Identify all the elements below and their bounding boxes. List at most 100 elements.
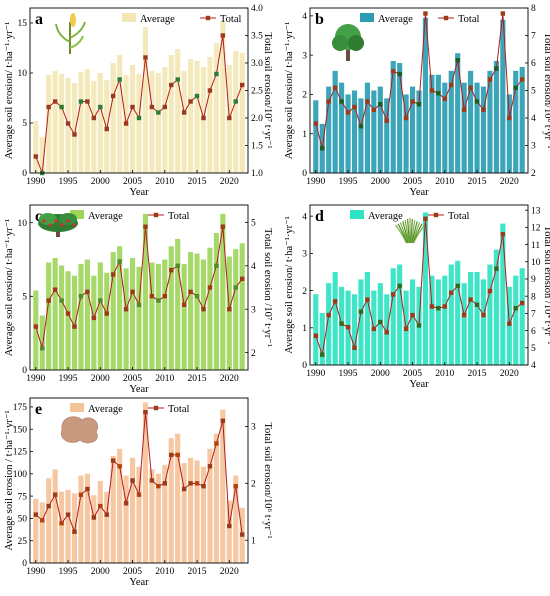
bar	[33, 290, 39, 370]
total-point	[98, 298, 103, 303]
bar	[110, 252, 116, 370]
total-point	[162, 481, 167, 486]
y-tick-label: 25	[18, 537, 28, 547]
y2-tick-label: 2.5	[251, 87, 263, 97]
y-tick-label: 2	[302, 91, 307, 101]
total-point	[85, 289, 90, 295]
x-tick-label: 1995	[59, 177, 78, 187]
total-point	[326, 99, 331, 104]
legend-marker-total	[153, 212, 159, 218]
bar	[409, 279, 416, 365]
total-point	[220, 33, 226, 38]
total-point	[455, 283, 460, 289]
total-point	[207, 88, 213, 93]
bar	[39, 137, 45, 173]
total-point	[449, 290, 454, 295]
bar	[319, 312, 325, 365]
bar	[104, 491, 110, 563]
total-point	[149, 104, 155, 110]
bar	[123, 475, 129, 563]
x-tick-label: 2000	[91, 177, 110, 187]
grass-icon	[395, 217, 425, 244]
bar	[149, 262, 155, 370]
bar	[220, 409, 226, 563]
bar	[39, 502, 45, 563]
x-tick-label: 2020	[220, 567, 239, 577]
x-tick-label: 1990	[306, 369, 325, 379]
bar	[461, 82, 467, 173]
x-tick-label: 1995	[59, 374, 78, 384]
x-tick-label: 1990	[26, 567, 45, 577]
legend-label-total: Total	[458, 14, 480, 25]
x-axis-label: Year	[129, 577, 149, 588]
total-point	[332, 85, 338, 90]
total-point	[181, 110, 187, 115]
x-tick-label: 2010	[155, 567, 174, 577]
grass-blade	[411, 221, 418, 244]
total-point	[59, 520, 64, 526]
total-point	[494, 266, 499, 271]
bar	[97, 73, 103, 173]
total-point	[123, 121, 129, 126]
y-tick-label: 5	[22, 119, 27, 129]
bar	[59, 265, 65, 370]
bar	[71, 83, 78, 173]
bar	[384, 98, 390, 173]
bar	[468, 271, 474, 365]
panel-label: e	[35, 401, 42, 418]
x-tick-label: 2005	[123, 567, 142, 577]
bar	[162, 259, 168, 370]
bar	[358, 98, 364, 173]
x-tick-label: 2015	[468, 369, 487, 379]
x-tick-label: 2010	[155, 374, 174, 384]
y2-tick-label: 1.5	[251, 142, 263, 152]
total-point	[500, 11, 506, 16]
total-point	[239, 276, 245, 282]
total-point	[91, 315, 97, 321]
total-point	[358, 309, 364, 314]
bar	[220, 213, 226, 370]
bar	[136, 74, 142, 173]
bar	[52, 71, 58, 173]
total-point	[175, 77, 180, 82]
y-axis-label: Average soil erosion / t·ha⁻¹·yr⁻¹	[4, 410, 15, 550]
bar	[194, 253, 200, 370]
bar	[519, 268, 525, 365]
y-tick-label: 15	[18, 19, 28, 29]
y2-tick-label: 3	[251, 305, 256, 315]
bar	[84, 259, 90, 370]
bar	[213, 43, 219, 173]
x-axis-label: Year	[129, 384, 149, 395]
x-tick-label: 2020	[500, 369, 519, 379]
legend-marker-total	[443, 15, 449, 21]
panel-c: 0 5 10 2 3 4 5 1990 1995 2000 2005 2010 2015 2020 Year…	[4, 204, 273, 395]
bar	[175, 433, 181, 563]
bar	[207, 57, 213, 173]
bar	[326, 86, 332, 173]
bar	[390, 61, 396, 173]
x-tick-label: 2015	[188, 374, 207, 384]
total-point	[72, 324, 77, 329]
bar	[168, 246, 174, 370]
total-point	[111, 458, 116, 463]
total-point	[194, 481, 200, 486]
bar	[149, 469, 155, 563]
total-point	[352, 345, 357, 350]
legend-label-average: Average	[368, 211, 403, 222]
bar	[519, 66, 525, 173]
maize-leaf	[55, 23, 71, 43]
panel-a: 0 5 10 15 1.0 1.5 2.0 2.5 3.0 3.5 4.0 1990 1995 2000 2…	[4, 4, 273, 198]
bar	[207, 448, 213, 563]
total-point	[227, 115, 232, 121]
total-point	[52, 492, 58, 497]
y2-tick-label: 5	[251, 219, 256, 229]
bar	[226, 500, 232, 563]
shrub-berry	[42, 219, 46, 223]
total-point	[326, 312, 331, 318]
bar	[442, 275, 448, 365]
total-point	[33, 512, 39, 517]
bar	[97, 480, 103, 563]
total-point	[423, 11, 428, 16]
bar	[390, 268, 396, 365]
y2-axis-label: Total soil erosion/10⁸ t·yr⁻¹	[542, 32, 550, 148]
